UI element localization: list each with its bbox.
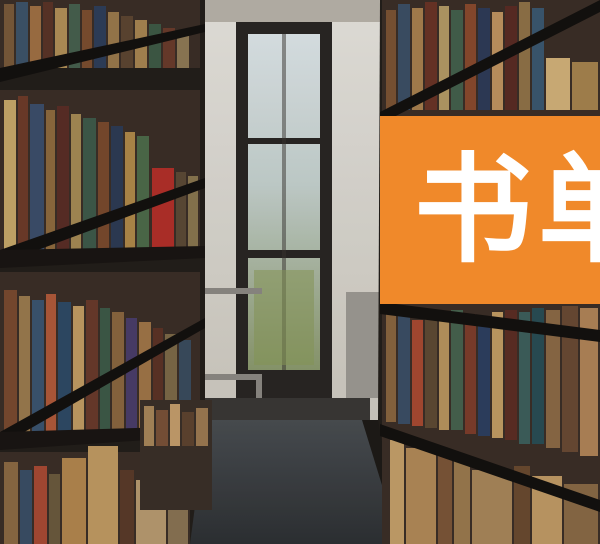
window [236, 22, 332, 402]
radiator [346, 292, 380, 398]
booklist-banner: 书单 [380, 116, 600, 304]
banner-title: 书单 [414, 141, 600, 279]
aisle-floor [180, 420, 400, 544]
